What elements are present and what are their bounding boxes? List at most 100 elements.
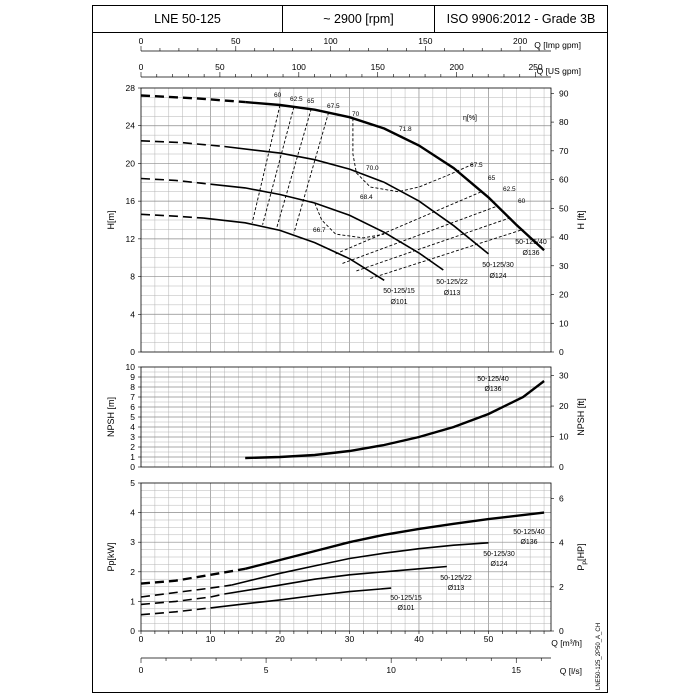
y-axis-label: NPSH [m] (106, 397, 116, 437)
y-tick-label: 0 (130, 626, 135, 636)
top-tick-label: 150 (418, 36, 432, 46)
y2-tick-label: 0 (559, 462, 564, 472)
curve-label: 50-125/15 (383, 288, 415, 295)
x-tick-label: 0 (139, 634, 144, 644)
curve-diameter: Ø101 (397, 605, 414, 612)
series-line-50-125/40 (245, 100, 545, 252)
y2-axis-label: Pp[HP] (576, 543, 588, 570)
top-tick-label: 100 (292, 62, 306, 72)
series-dashed-50-125/22 (140, 593, 225, 606)
efficiency-label: 62.5 (503, 186, 516, 193)
x2-tick-label: 5 (264, 665, 269, 675)
efficiency-label: 71.8 (399, 126, 412, 133)
curve-diameter: Ø124 (489, 273, 506, 280)
curve-diameter: Ø113 (448, 585, 465, 592)
header-bar: LNE 50-125 ~ 2900 [rpm] ISO 9906:2012 - … (93, 6, 607, 33)
curve-diameter: Ø136 (520, 539, 537, 546)
y2-tick-label: 30 (559, 371, 569, 381)
efficiency-contour (342, 206, 496, 264)
y-tick-label: 0 (130, 347, 135, 357)
y-tick-label: 12 (126, 234, 136, 244)
efficiency-axis-label: η[%] (463, 115, 477, 122)
series-line-50-125/15 (203, 217, 385, 281)
y-tick-label: 5 (130, 478, 135, 488)
y-tick-label: 4 (130, 309, 135, 319)
x2-tick-label: 15 (512, 665, 522, 675)
efficiency-label: 66.7 (313, 227, 326, 234)
efficiency-contour (293, 112, 330, 234)
top-tick-label: 200 (513, 36, 527, 46)
efficiency-contour (356, 217, 510, 272)
top-tick-label: 0 (139, 36, 144, 46)
y2-tick-label: 20 (559, 401, 569, 411)
chart-sheet: LNE 50-125 ~ 2900 [rpm] ISO 9906:2012 - … (92, 5, 608, 693)
y-tick-label: 3 (130, 537, 135, 547)
y2-tick-label: 50 (559, 203, 569, 213)
y-axis-label: Pp[kW] (106, 542, 116, 571)
x-tick-label: 40 (414, 634, 424, 644)
efficiency-label: 62.5 (290, 96, 303, 103)
curve-label: 50-125/40 (515, 239, 547, 246)
x-tick-label: 50 (484, 634, 494, 644)
grid-head (141, 88, 551, 352)
x2-tick-label: 10 (386, 665, 396, 675)
footer-code: LNE50-125_2P50_A_CH (596, 623, 602, 690)
y2-tick-label: 0 (559, 347, 564, 357)
efficiency-contour (352, 118, 475, 193)
model-title: LNE 50-125 (93, 6, 283, 32)
curve-label: 50-125/30 (483, 551, 515, 558)
y2-tick-label: 70 (559, 146, 569, 156)
curve-label: 50-125/30 (482, 262, 514, 269)
top-tick-label: 150 (371, 62, 385, 72)
efficiency-contour (314, 202, 385, 239)
y-tick-label: 0 (130, 462, 135, 472)
top-tick-label: 50 (231, 36, 241, 46)
x2-tick-label: 0 (139, 665, 144, 675)
x-tick-label: 20 (275, 634, 285, 644)
grid-npsh (141, 367, 551, 467)
y-tick-label: 2 (130, 567, 135, 577)
top-tick-label: 50 (215, 62, 225, 72)
top-tick-label: 0 (139, 62, 144, 72)
top-tick-label: 100 (323, 36, 337, 46)
y2-tick-label: 10 (559, 318, 569, 328)
y2-tick-label: 6 (559, 494, 564, 504)
series-line-50-125/40 (245, 380, 545, 460)
y2-tick-label: 30 (559, 261, 569, 271)
efficiency-label: 67.5 (470, 162, 483, 169)
series-line-50-125/22 (210, 183, 444, 271)
y-tick-label: 10 (126, 362, 136, 372)
x2-axis-label: Q [l/s] (560, 666, 582, 676)
y-tick-label: 24 (126, 121, 136, 131)
efficiency-label: 65 (307, 98, 315, 105)
grid-power (141, 483, 551, 631)
top-axis-label: Q [Imp gpm] (534, 40, 581, 50)
y-tick-label: 9 (130, 372, 135, 382)
curve-diameter: Ø124 (490, 561, 507, 568)
y-tick-label: 16 (126, 196, 136, 206)
curve-label: 50-125/40 (513, 529, 545, 536)
curve-label: 50-125/22 (436, 279, 468, 286)
efficiency-contour (262, 106, 295, 225)
curve-diameter: Ø136 (522, 250, 539, 257)
y-tick-label: 1 (130, 596, 135, 606)
series-dashed-50-125/15 (140, 607, 211, 616)
efficiency-contour (370, 228, 524, 279)
y-tick-label: 8 (130, 272, 135, 282)
series-dashed-50-125/40 (140, 94, 246, 104)
curve-label: 50-125/15 (390, 595, 422, 602)
y-tick-label: 4 (130, 508, 135, 518)
series-line-50-125/40 (244, 511, 545, 570)
efficiency-contour (251, 104, 281, 223)
speed-label: ~ 2900 [rpm] (283, 6, 435, 32)
y-axis-label: H[m] (106, 211, 116, 230)
series-line-50-125/30 (231, 542, 489, 586)
efficiency-contour (335, 191, 482, 255)
x-axis-label: Q [m³/h] (551, 638, 582, 648)
y-tick-label: 1 (130, 452, 135, 462)
series-line-50-125/30 (224, 145, 490, 255)
series-dashed-50-125/30 (140, 584, 232, 598)
y-tick-label: 3 (130, 432, 135, 442)
y-tick-label: 5 (130, 412, 135, 422)
